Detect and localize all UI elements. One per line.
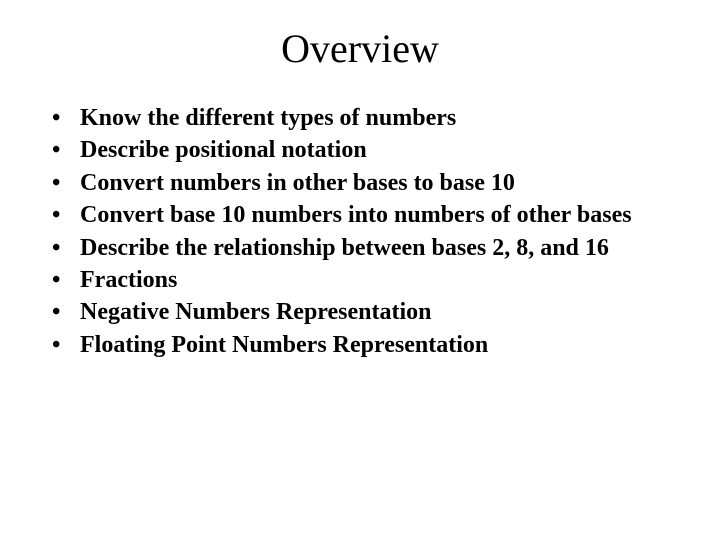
list-item: • Describe the relationship between base… — [52, 232, 680, 264]
list-item: • Describe positional notation — [52, 134, 680, 166]
bullet-text: Describe positional notation — [80, 134, 367, 166]
bullet-icon: • — [52, 199, 80, 231]
list-item: • Convert numbers in other bases to base… — [52, 167, 680, 199]
bullet-text: Convert base 10 numbers into numbers of … — [80, 199, 632, 231]
list-item: • Fractions — [52, 264, 680, 296]
bullet-icon: • — [52, 296, 80, 328]
bullet-icon: • — [52, 134, 80, 166]
bullet-icon: • — [52, 264, 80, 296]
list-item: • Convert base 10 numbers into numbers o… — [52, 199, 680, 231]
bullet-text: Fractions — [80, 264, 177, 296]
slide-container: Overview • Know the different types of n… — [0, 0, 720, 540]
list-item: • Know the different types of numbers — [52, 102, 680, 134]
bullet-text: Negative Numbers Representation — [80, 296, 432, 328]
bullet-text: Describe the relationship between bases … — [80, 232, 609, 264]
bullet-icon: • — [52, 329, 80, 361]
bullet-text: Know the different types of numbers — [80, 102, 456, 134]
bullet-icon: • — [52, 102, 80, 134]
bullet-text: Floating Point Numbers Representation — [80, 329, 488, 361]
slide-title: Overview — [40, 25, 680, 72]
bullet-icon: • — [52, 232, 80, 264]
list-item: • Floating Point Numbers Representation — [52, 329, 680, 361]
bullet-icon: • — [52, 167, 80, 199]
list-item: • Negative Numbers Representation — [52, 296, 680, 328]
bullet-list: • Know the different types of numbers • … — [40, 102, 680, 361]
bullet-text: Convert numbers in other bases to base 1… — [80, 167, 515, 199]
